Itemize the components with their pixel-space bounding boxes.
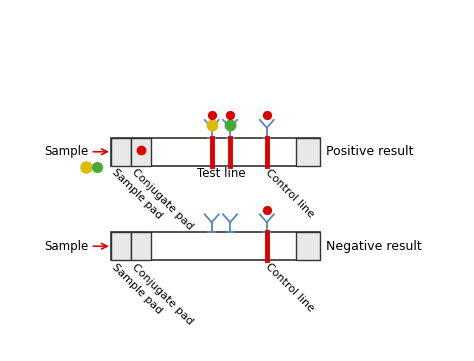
Text: Negative result: Negative result: [326, 240, 421, 253]
Bar: [131, 232, 151, 260]
Text: Sample pad: Sample pad: [109, 261, 164, 316]
Bar: [296, 232, 320, 260]
Bar: [296, 138, 320, 166]
Text: Conjugate pad: Conjugate pad: [130, 167, 195, 232]
Text: Sample pad: Sample pad: [109, 167, 164, 221]
Text: Control line: Control line: [264, 261, 316, 314]
Text: Test line: Test line: [197, 167, 245, 180]
Text: Sample: Sample: [45, 240, 89, 253]
Text: Conjugate pad: Conjugate pad: [130, 261, 195, 326]
Text: Positive result: Positive result: [326, 145, 413, 158]
Bar: [110, 232, 131, 260]
Bar: [131, 138, 151, 166]
Bar: [110, 138, 320, 166]
Bar: [110, 232, 320, 260]
Text: Sample: Sample: [45, 145, 89, 158]
Bar: [110, 138, 131, 166]
Text: Control line: Control line: [264, 167, 316, 219]
